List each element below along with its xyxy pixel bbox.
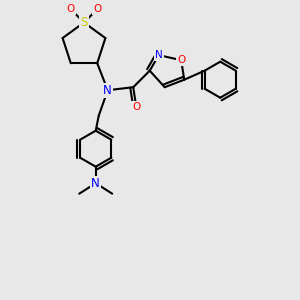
Text: O: O (93, 4, 102, 14)
Text: S: S (80, 16, 88, 29)
Text: O: O (132, 102, 140, 112)
Text: O: O (177, 55, 185, 65)
Text: N: N (103, 84, 112, 97)
Text: N: N (92, 177, 100, 190)
Text: O: O (66, 4, 75, 14)
Text: N: N (155, 50, 163, 60)
